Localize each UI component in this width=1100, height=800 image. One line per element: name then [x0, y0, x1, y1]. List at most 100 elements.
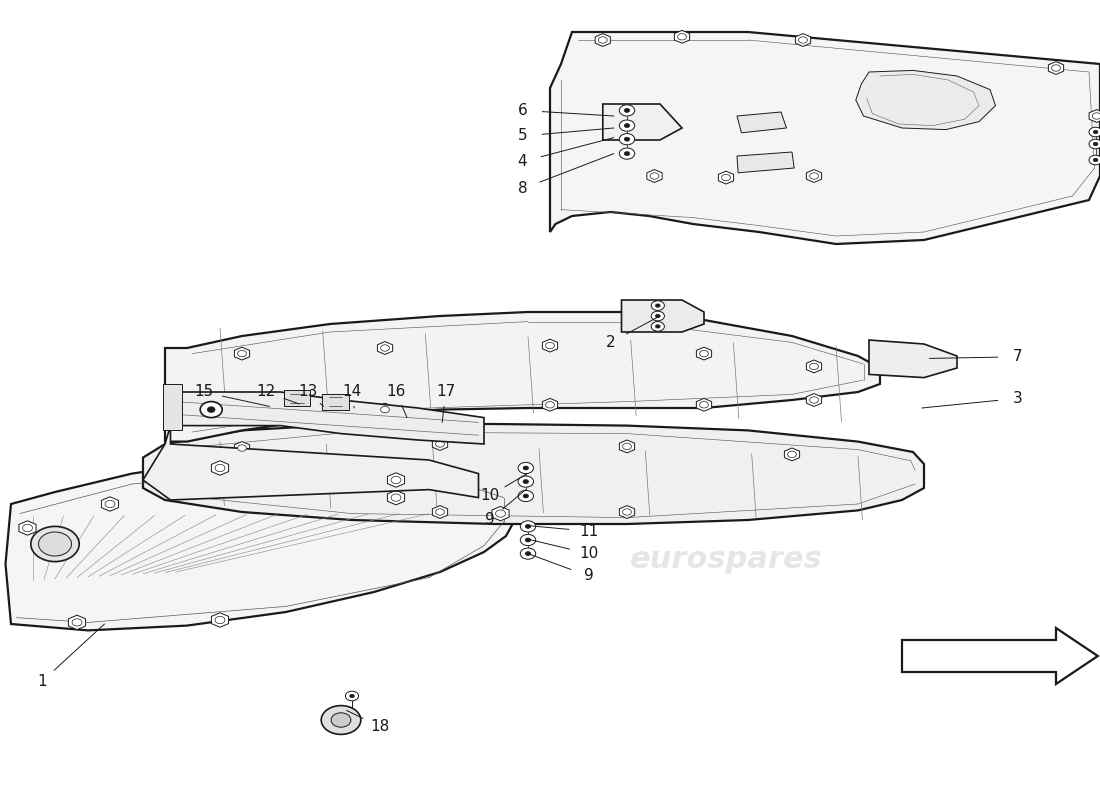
Circle shape [722, 174, 730, 181]
Polygon shape [718, 171, 734, 184]
Text: 10: 10 [480, 489, 499, 503]
Circle shape [625, 124, 629, 127]
Text: 14: 14 [342, 385, 362, 399]
Polygon shape [101, 497, 119, 511]
Circle shape [518, 490, 534, 502]
Text: eurospares: eurospares [629, 546, 823, 574]
Circle shape [623, 443, 631, 450]
Polygon shape [696, 398, 712, 411]
Polygon shape [647, 170, 662, 182]
Polygon shape [603, 104, 682, 140]
Polygon shape [621, 300, 704, 332]
Circle shape [651, 311, 664, 321]
Circle shape [238, 350, 246, 357]
Polygon shape [1048, 62, 1064, 74]
Polygon shape [6, 458, 517, 630]
Polygon shape [143, 426, 478, 500]
Circle shape [623, 509, 631, 515]
Polygon shape [211, 461, 229, 475]
Circle shape [546, 402, 554, 408]
Polygon shape [542, 339, 558, 352]
Polygon shape [68, 615, 86, 630]
Text: 10: 10 [579, 546, 598, 561]
Circle shape [1093, 158, 1098, 162]
Circle shape [1089, 139, 1100, 149]
Circle shape [520, 534, 536, 546]
Circle shape [619, 105, 635, 116]
Circle shape [520, 521, 536, 532]
Circle shape [526, 552, 530, 555]
Polygon shape [211, 613, 229, 627]
Circle shape [518, 462, 534, 474]
Circle shape [788, 451, 796, 458]
Circle shape [526, 538, 530, 542]
Text: 6: 6 [518, 103, 527, 118]
Polygon shape [322, 394, 349, 410]
Circle shape [524, 466, 528, 470]
Circle shape [39, 532, 72, 556]
Circle shape [810, 397, 818, 403]
Circle shape [619, 120, 635, 131]
Circle shape [73, 619, 82, 626]
Polygon shape [595, 34, 610, 46]
Polygon shape [542, 398, 558, 411]
Circle shape [650, 173, 659, 179]
Polygon shape [619, 440, 635, 453]
Text: 12: 12 [256, 385, 276, 399]
Circle shape [495, 510, 505, 518]
Polygon shape [387, 473, 405, 487]
Circle shape [526, 525, 530, 528]
Polygon shape [806, 360, 822, 373]
Text: 3: 3 [1013, 391, 1022, 406]
Circle shape [524, 480, 528, 483]
Polygon shape [163, 384, 182, 430]
Polygon shape [377, 342, 393, 354]
Polygon shape [377, 403, 393, 416]
Circle shape [331, 713, 351, 727]
Polygon shape [387, 490, 405, 505]
Circle shape [106, 501, 114, 508]
Text: 5: 5 [518, 129, 527, 143]
Circle shape [214, 616, 224, 624]
Circle shape [700, 350, 708, 357]
Circle shape [1089, 127, 1100, 137]
Circle shape [1093, 130, 1098, 134]
Polygon shape [674, 30, 690, 43]
Circle shape [208, 406, 216, 413]
Text: 7: 7 [1013, 350, 1022, 364]
Text: 8: 8 [518, 182, 527, 196]
Polygon shape [784, 448, 800, 461]
Circle shape [238, 445, 246, 451]
Circle shape [345, 691, 359, 701]
Polygon shape [902, 628, 1098, 684]
Polygon shape [806, 170, 822, 182]
Circle shape [619, 148, 635, 159]
Circle shape [625, 152, 629, 155]
Text: 11: 11 [579, 524, 598, 538]
Circle shape [598, 37, 607, 43]
Polygon shape [856, 70, 996, 130]
Circle shape [200, 402, 222, 418]
Text: 9: 9 [584, 569, 593, 583]
Circle shape [1092, 113, 1100, 119]
Circle shape [350, 694, 354, 698]
Circle shape [625, 109, 629, 112]
Polygon shape [170, 392, 484, 444]
Polygon shape [869, 340, 957, 378]
Text: 4: 4 [518, 154, 527, 169]
Circle shape [1089, 155, 1100, 165]
Polygon shape [233, 482, 251, 497]
Circle shape [619, 134, 635, 145]
Polygon shape [492, 506, 509, 521]
Circle shape [651, 322, 664, 331]
Circle shape [214, 464, 224, 472]
Circle shape [392, 494, 400, 501]
Circle shape [546, 342, 554, 349]
Circle shape [656, 314, 660, 318]
Circle shape [656, 325, 660, 328]
Circle shape [31, 526, 79, 562]
Polygon shape [143, 424, 924, 524]
Polygon shape [432, 506, 448, 518]
Circle shape [810, 363, 818, 370]
Polygon shape [234, 347, 250, 360]
